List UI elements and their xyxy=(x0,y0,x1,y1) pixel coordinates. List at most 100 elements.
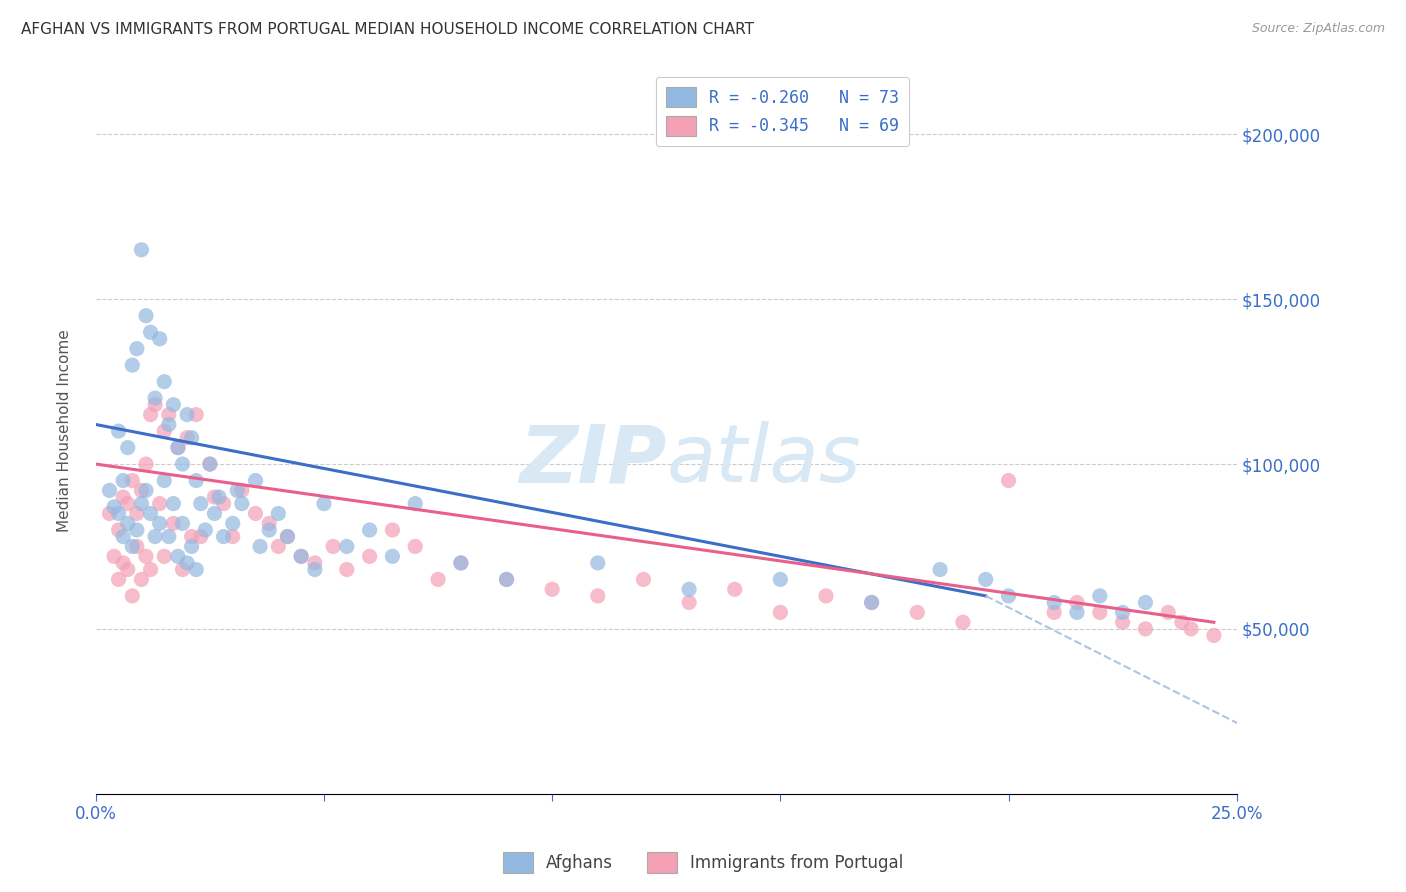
Point xyxy=(905,606,928,620)
Point xyxy=(1180,622,1202,636)
Point xyxy=(121,358,143,372)
Point xyxy=(204,490,226,504)
Point xyxy=(226,483,249,498)
Point xyxy=(633,573,655,587)
Text: Source: ZipAtlas.com: Source: ZipAtlas.com xyxy=(1251,22,1385,36)
Text: atlas: atlas xyxy=(666,421,860,500)
Point xyxy=(107,573,129,587)
Point xyxy=(190,497,212,511)
Point xyxy=(139,408,162,422)
Point xyxy=(157,417,180,432)
Point xyxy=(198,457,221,471)
Point xyxy=(103,549,125,564)
Point xyxy=(149,332,172,346)
Point xyxy=(112,474,135,488)
Point xyxy=(180,530,202,544)
Point xyxy=(1111,615,1133,630)
Point xyxy=(1111,606,1133,620)
Point xyxy=(678,595,700,609)
Point xyxy=(121,474,143,488)
Point xyxy=(290,549,312,564)
Text: AFGHAN VS IMMIGRANTS FROM PORTUGAL MEDIAN HOUSEHOLD INCOME CORRELATION CHART: AFGHAN VS IMMIGRANTS FROM PORTUGAL MEDIA… xyxy=(21,22,754,37)
Point xyxy=(112,530,135,544)
Point xyxy=(180,540,202,554)
Point xyxy=(167,441,190,455)
Point xyxy=(312,497,335,511)
Point xyxy=(404,540,426,554)
Point xyxy=(131,483,153,498)
Point xyxy=(153,474,176,488)
Point xyxy=(125,507,148,521)
Point xyxy=(929,562,952,576)
Point xyxy=(359,549,381,564)
Point xyxy=(427,573,450,587)
Point xyxy=(143,398,166,412)
Point xyxy=(149,497,172,511)
Point xyxy=(112,556,135,570)
Point xyxy=(231,497,253,511)
Point xyxy=(1157,606,1180,620)
Point xyxy=(162,516,184,531)
Point xyxy=(117,441,139,455)
Point xyxy=(997,474,1019,488)
Point xyxy=(1043,595,1066,609)
Point xyxy=(769,573,792,587)
Point xyxy=(176,556,198,570)
Point xyxy=(190,530,212,544)
Point xyxy=(769,606,792,620)
Point xyxy=(162,398,184,412)
Point xyxy=(186,408,208,422)
Point xyxy=(404,497,426,511)
Point xyxy=(997,589,1019,603)
Point xyxy=(1088,606,1111,620)
Point xyxy=(103,500,125,514)
Point xyxy=(131,243,153,257)
Point xyxy=(1066,606,1088,620)
Point xyxy=(495,573,517,587)
Point xyxy=(167,549,190,564)
Point xyxy=(125,342,148,356)
Point xyxy=(1066,595,1088,609)
Point xyxy=(267,540,290,554)
Point xyxy=(131,573,153,587)
Point xyxy=(157,530,180,544)
Point xyxy=(1088,589,1111,603)
Point xyxy=(121,540,143,554)
Point xyxy=(450,556,472,570)
Point xyxy=(139,562,162,576)
Text: ZIP: ZIP xyxy=(519,421,666,500)
Point xyxy=(304,556,326,570)
Point xyxy=(267,507,290,521)
Point xyxy=(450,556,472,570)
Point xyxy=(107,523,129,537)
Point xyxy=(276,530,298,544)
Point xyxy=(198,457,221,471)
Point xyxy=(336,540,359,554)
Point xyxy=(176,431,198,445)
Point xyxy=(381,549,404,564)
Point xyxy=(162,497,184,511)
Point xyxy=(257,523,280,537)
Point xyxy=(139,507,162,521)
Point xyxy=(222,530,245,544)
Point xyxy=(1202,628,1225,642)
Point xyxy=(586,589,609,603)
Point xyxy=(974,573,997,587)
Point xyxy=(212,497,235,511)
Point xyxy=(153,549,176,564)
Legend: R = -0.260   N = 73, R = -0.345   N = 69: R = -0.260 N = 73, R = -0.345 N = 69 xyxy=(655,77,908,146)
Point xyxy=(678,582,700,597)
Point xyxy=(112,490,135,504)
Point xyxy=(98,507,121,521)
Point xyxy=(98,483,121,498)
Point xyxy=(153,424,176,438)
Point xyxy=(245,507,267,521)
Point xyxy=(172,457,194,471)
Point xyxy=(257,516,280,531)
Point xyxy=(495,573,517,587)
Point xyxy=(381,523,404,537)
Point xyxy=(249,540,271,554)
Legend: Afghans, Immigrants from Portugal: Afghans, Immigrants from Portugal xyxy=(496,846,910,880)
Point xyxy=(125,540,148,554)
Point xyxy=(814,589,837,603)
